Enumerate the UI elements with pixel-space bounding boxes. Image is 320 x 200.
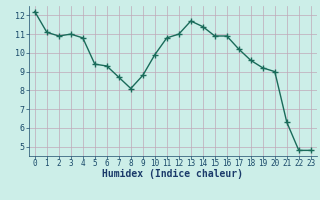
X-axis label: Humidex (Indice chaleur): Humidex (Indice chaleur): [102, 169, 243, 179]
